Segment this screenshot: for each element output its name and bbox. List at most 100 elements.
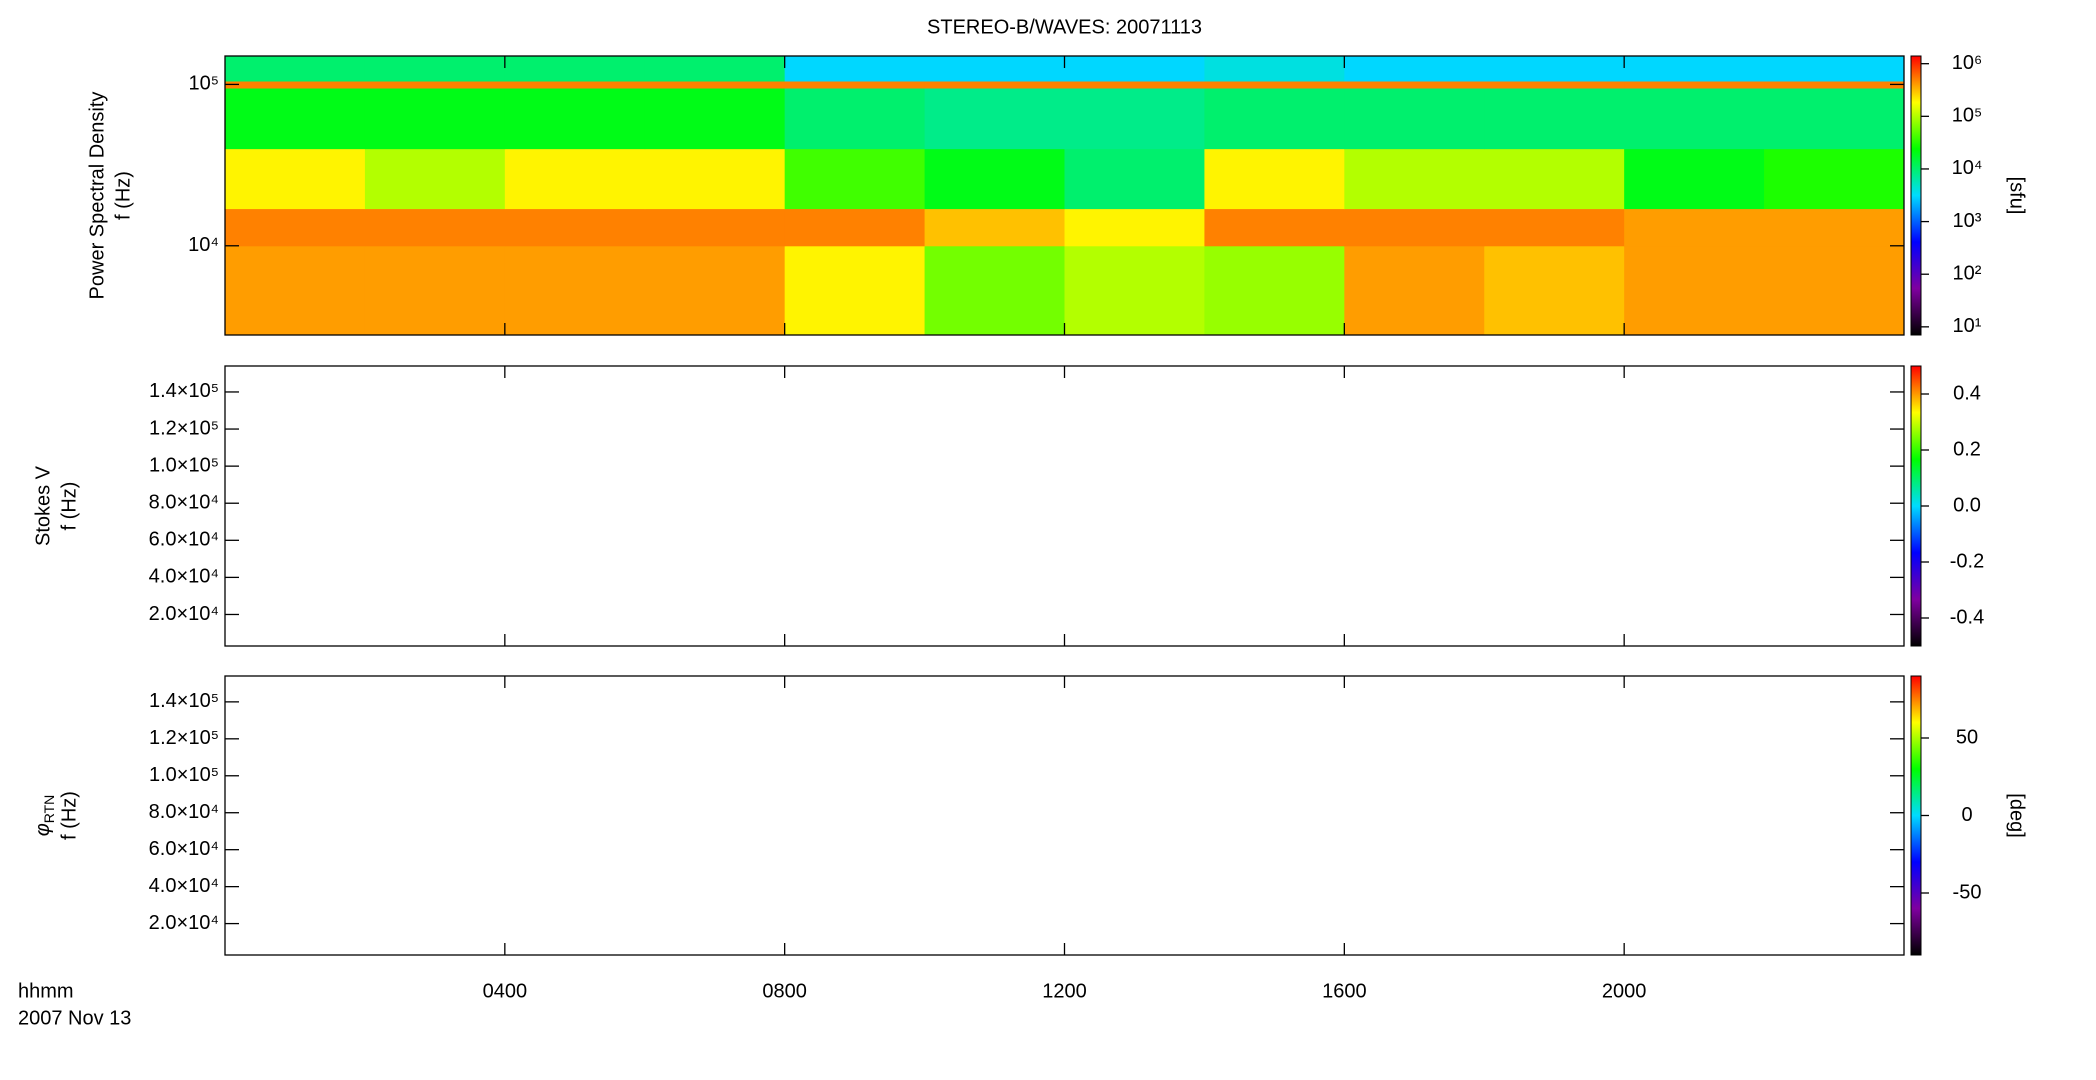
colorbar-tick-label: 10⁴ xyxy=(1952,157,1983,179)
colorbar-tick-label: 10³ xyxy=(1953,210,1982,232)
chart-title: STEREO-B/WAVES: 20071113 xyxy=(927,16,1202,38)
heatmap-cell xyxy=(1624,56,1765,82)
heatmap-cell xyxy=(1344,88,1485,150)
y-tick-label: 4.0×10⁴ xyxy=(149,566,219,588)
colorbar-tick-label: 50 xyxy=(1956,726,1978,748)
colorbar-tick-label: 10⁶ xyxy=(1952,52,1982,74)
heatmap-cell xyxy=(1764,208,1905,247)
x-tick-label: 0400 xyxy=(483,980,528,1002)
x-tick-label: 0800 xyxy=(762,980,807,1002)
colorbar-title: [sfu] xyxy=(2006,177,2028,215)
y-tick-label: 4.0×10⁴ xyxy=(149,875,219,897)
heatmap-cell xyxy=(644,245,786,336)
heatmap-cell xyxy=(1764,88,1905,150)
y-axis-symbol: φ xyxy=(32,823,54,836)
colorbar xyxy=(1910,365,1922,647)
heatmap-cell xyxy=(924,148,1065,210)
heatmap-cell xyxy=(1484,56,1625,82)
x-axis-title: hhmm xyxy=(18,980,74,1002)
heatmap-cell xyxy=(1624,88,1765,150)
heatmap-cell xyxy=(1764,148,1905,210)
colorbar xyxy=(1910,675,1922,956)
heatmap-cell xyxy=(225,88,366,150)
y-tick-label: 1.4×10⁵ xyxy=(149,380,219,402)
heatmap-cell xyxy=(924,56,1065,82)
heatmap-cell xyxy=(1484,80,1625,89)
y-tick-label: 10⁴ xyxy=(188,234,219,256)
heatmap-cell xyxy=(225,245,366,336)
y-axis-title: Stokes V xyxy=(32,465,54,546)
heatmap-cell xyxy=(1484,88,1625,150)
heatmap-cell xyxy=(1764,56,1905,82)
y-tick-label: 6.0×10⁴ xyxy=(149,529,219,551)
y-tick-label: 10⁵ xyxy=(188,73,219,95)
heatmap-cell xyxy=(1064,208,1205,247)
heatmap-cell xyxy=(784,88,926,150)
colorbar-tick-label: 10² xyxy=(1953,262,1982,284)
colorbar-tick-label: -0.4 xyxy=(1950,606,1984,628)
heatmap-cell xyxy=(784,245,926,336)
y-axis-subscript: RTN xyxy=(41,795,57,824)
heatmap-cell xyxy=(364,208,506,247)
y-axis-title: φRTN xyxy=(32,795,56,837)
colorbar-tick-label: -0.2 xyxy=(1950,550,1984,572)
heatmap-cell xyxy=(644,88,786,150)
heatmap-cell xyxy=(1624,208,1765,247)
heatmap-cell xyxy=(924,80,1065,89)
heatmap-cell xyxy=(504,148,646,210)
heatmap-cell xyxy=(225,208,366,247)
heatmap-cell xyxy=(924,245,1065,336)
heatmap-cell xyxy=(924,208,1065,247)
y-tick-label: 6.0×10⁴ xyxy=(149,838,219,860)
heatmap-cell xyxy=(364,80,506,89)
heatmap-cell xyxy=(784,148,926,210)
heatmap-cell xyxy=(1764,245,1905,336)
heatmap-cell xyxy=(1484,148,1625,210)
heatmap-cell xyxy=(644,80,786,89)
heatmap-cell xyxy=(784,208,926,247)
y-tick-label: 1.2×10⁵ xyxy=(149,727,219,749)
plot-frame xyxy=(224,675,1905,956)
heatmap-cell xyxy=(1624,80,1765,89)
heatmap-cell xyxy=(225,148,366,210)
colorbar-title: [deg] xyxy=(2006,793,2028,837)
heatmap-cell xyxy=(1624,245,1765,336)
heatmap-cell xyxy=(924,88,1065,150)
heatmap-cell xyxy=(364,88,506,150)
y-tick-label: 8.0×10⁴ xyxy=(149,801,219,823)
plot-frame xyxy=(224,365,1905,647)
heatmap-cell xyxy=(1204,88,1345,150)
y-tick-label: 1.2×10⁵ xyxy=(149,417,219,439)
heatmap-cell xyxy=(364,148,506,210)
heatmap-cell xyxy=(1064,148,1205,210)
heatmap-cell xyxy=(1344,80,1485,89)
heatmap-cell xyxy=(1204,148,1345,210)
heatmap-cell xyxy=(644,208,786,247)
x-tick-label: 1200 xyxy=(1042,980,1087,1002)
heatmap-cell xyxy=(225,80,366,89)
heatmap-cell xyxy=(364,56,506,82)
colorbar-tick-label: 0 xyxy=(1961,804,1972,826)
heatmap-cell xyxy=(504,80,646,89)
y-tick-label: 1.4×10⁵ xyxy=(149,690,219,712)
heatmap-cell xyxy=(225,56,366,82)
y-axis-title: Power Spectral Density xyxy=(86,92,108,300)
x-tick-label: 1600 xyxy=(1322,980,1367,1002)
y-axis-title: f (Hz) xyxy=(58,482,80,531)
heatmap-cell xyxy=(1064,56,1205,82)
y-tick-label: 2.0×10⁴ xyxy=(149,912,219,934)
heatmap-cell xyxy=(1344,148,1485,210)
y-tick-label: 1.0×10⁵ xyxy=(149,764,219,786)
colorbar-tick-label: 0.0 xyxy=(1953,494,1981,516)
heatmap-cell xyxy=(784,56,926,82)
colorbar-tick-label: 10⁵ xyxy=(1952,105,1983,127)
heatmap-cell xyxy=(1204,208,1345,247)
heatmap-cell xyxy=(504,88,646,150)
heatmap-cell xyxy=(1764,80,1905,89)
heatmap-cell xyxy=(504,245,646,336)
heatmap-cell xyxy=(1204,245,1345,336)
y-axis-title: f (Hz) xyxy=(112,171,134,220)
y-axis-title: f (Hz) xyxy=(58,791,80,840)
heatmap-cell xyxy=(1344,56,1485,82)
colorbar-tick-label: 0.2 xyxy=(1953,438,1981,460)
